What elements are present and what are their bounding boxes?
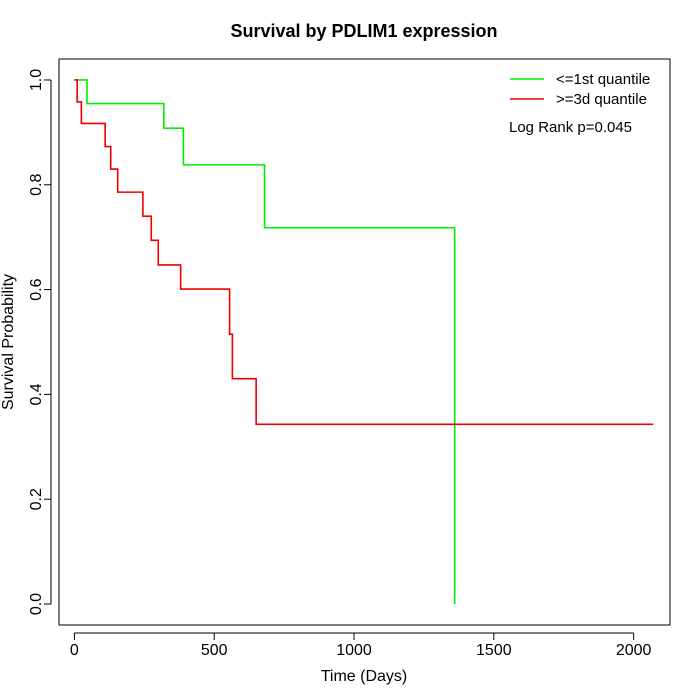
y-axis: 0.0 0.2 0.4 0.6 0.8 1.0 [28, 69, 52, 615]
y-tick-label: 1.0 [28, 69, 45, 91]
y-tick-label: 0.2 [28, 488, 45, 510]
y-axis-label: Survival Probability [0, 274, 17, 410]
x-tick-label: 2000 [616, 642, 652, 659]
log-rank-annotation: Log Rank p=0.045 [509, 119, 632, 136]
x-tick-label: 500 [201, 642, 228, 659]
y-tick-label: 0.8 [28, 174, 45, 196]
x-tick-label: 1000 [336, 642, 372, 659]
x-axis-label: Time (Days) [321, 668, 408, 685]
series-line-1 [74, 79, 654, 426]
chart-title: Survival by PDLIM1 expression [230, 21, 497, 41]
series-layer [74, 79, 654, 605]
y-tick-label: 0.0 [28, 593, 45, 615]
legend-label: <=1st quantile [556, 71, 650, 88]
series-line-0 [74, 79, 456, 605]
x-tick-label: 0 [70, 642, 79, 659]
legend: <=1st quantile >=3d quantile [510, 71, 650, 108]
y-tick-label: 0.6 [28, 278, 45, 300]
x-tick-label: 1500 [476, 642, 512, 659]
legend-label: >=3d quantile [556, 91, 647, 108]
plot-area-frame [58, 58, 671, 626]
y-tick-label: 0.4 [28, 383, 45, 405]
x-axis: 0 500 1000 1500 2000 [70, 632, 652, 659]
